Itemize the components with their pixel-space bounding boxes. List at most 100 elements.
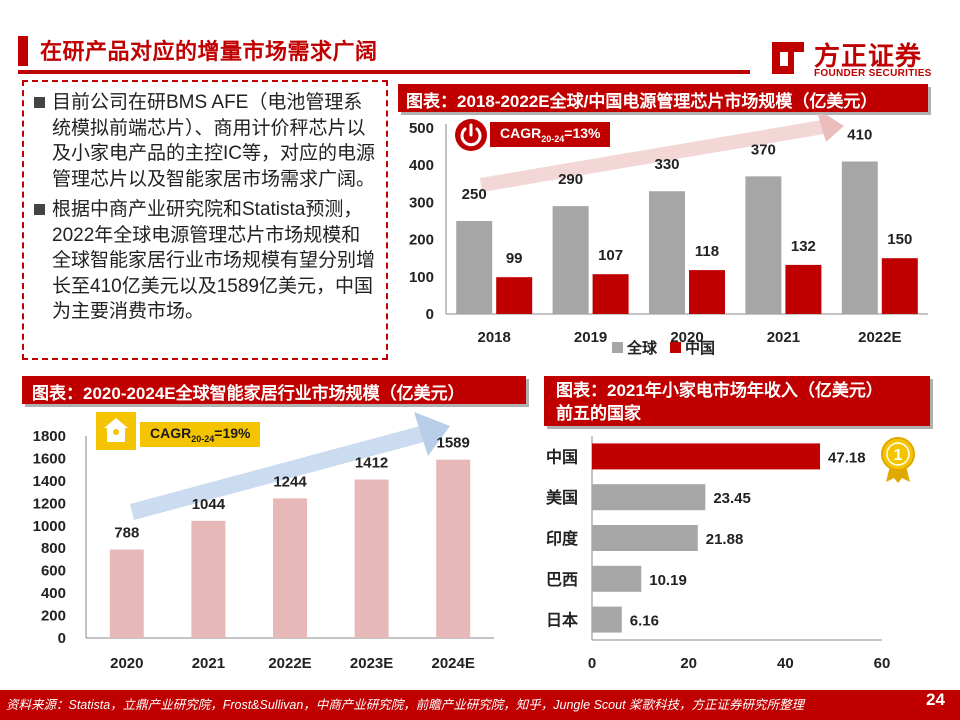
chart1-bar-china bbox=[689, 270, 725, 314]
chart1-bar-china bbox=[592, 274, 629, 314]
chart1-x-tick-label: 2018 bbox=[478, 329, 511, 346]
chart1-data-label: 410 bbox=[847, 126, 872, 143]
chart1-bar-china bbox=[785, 264, 822, 314]
chart1-title: 图表：2018-2022E全球/中国电源管理芯片市场规模（亿美元） bbox=[398, 84, 928, 112]
chart3-title-line1: 图表：2021年小家电市场年收入（亿美元） bbox=[556, 381, 883, 400]
chart2-bar bbox=[273, 498, 307, 638]
chart2-y-tick-label: 1800 bbox=[33, 428, 66, 445]
chart3-x-tick-label: 40 bbox=[777, 655, 794, 672]
first-place-medal-icon: 1 bbox=[881, 437, 915, 483]
chart3-data-label: 10.19 bbox=[649, 572, 687, 589]
chart1-x-tick-label: 2020 bbox=[670, 329, 703, 346]
chart1-legend-label: 全球 bbox=[626, 339, 658, 357]
chart3-x-tick-label: 20 bbox=[680, 655, 697, 672]
chart2-x-tick-label: 2020 bbox=[110, 655, 143, 672]
chart2-y-tick-label: 1200 bbox=[33, 495, 66, 512]
chart3-bar bbox=[592, 443, 821, 470]
chart2-trend-arrow-head bbox=[414, 412, 450, 456]
footer-source: 资料来源：Statista，立鼎产业研究院，Frost&Sullivan，中商产… bbox=[6, 698, 805, 712]
chart2-data-label: 1244 bbox=[273, 473, 307, 490]
chart3-y-tick-label: 巴西 bbox=[546, 571, 578, 589]
chart3-bar bbox=[592, 525, 698, 551]
bullet-item: 根据中商产业研究院和Statista预测，2022年全球电源管理芯片市场规模和全… bbox=[32, 197, 378, 325]
cagr-sub: 20-24 bbox=[191, 433, 215, 444]
chart1-data-label: 107 bbox=[598, 247, 623, 264]
chart1-data-label: 118 bbox=[695, 243, 719, 260]
title-underline bbox=[18, 70, 750, 74]
chart1-x-tick-label: 2019 bbox=[574, 329, 607, 346]
cagr-value: =19% bbox=[214, 425, 251, 441]
chart1-data-label: 290 bbox=[558, 171, 583, 188]
chart3-x-tick-label: 60 bbox=[874, 655, 891, 672]
chart1-legend-swatch bbox=[612, 342, 623, 353]
chart1-trend-arrow bbox=[480, 114, 844, 192]
logo-text-en: FOUNDER SECURITIES bbox=[814, 68, 932, 79]
chart1-trend-arrow-head bbox=[817, 114, 844, 142]
cagr-prefix: CAGR bbox=[500, 125, 542, 141]
page-number: 24 bbox=[926, 690, 945, 709]
chart1-y-tick-label: 100 bbox=[409, 269, 434, 286]
chart2-bar bbox=[191, 520, 226, 638]
chart3-bar bbox=[592, 565, 642, 592]
chart2-data-label: 1044 bbox=[192, 496, 226, 513]
founder-logo-icon bbox=[772, 42, 804, 74]
chart3-bar bbox=[592, 484, 706, 511]
chart2-bar bbox=[109, 549, 144, 638]
chart2-y-tick-label: 600 bbox=[41, 563, 66, 580]
chart3-y-tick-label: 日本 bbox=[546, 611, 578, 630]
chart3-data-label: 6.16 bbox=[630, 613, 659, 630]
chart1-data-label: 150 bbox=[887, 231, 912, 248]
chart1-data-label: 250 bbox=[462, 186, 487, 203]
chart3-y-tick-label: 印度 bbox=[546, 529, 579, 548]
chart1-bar-global bbox=[552, 206, 589, 314]
chart1-data-label: 330 bbox=[654, 156, 679, 173]
chart2-y-tick-label: 800 bbox=[41, 540, 66, 557]
chart2-data-label: 788 bbox=[114, 525, 139, 542]
chart1-data-label: 132 bbox=[791, 238, 816, 255]
chart1-bar-china bbox=[496, 277, 533, 314]
cagr-value: =13% bbox=[564, 125, 601, 141]
chart2-y-tick-label: 1400 bbox=[33, 473, 66, 490]
chart1-bar-global bbox=[841, 161, 878, 314]
chart2-trend-arrow-shaft bbox=[130, 426, 424, 520]
title-accent-bar bbox=[18, 36, 28, 66]
bullet-text: 根据中商产业研究院和Statista预测，2022年全球电源管理芯片市场规模和全… bbox=[52, 199, 376, 322]
chart2-data-label: 1589 bbox=[437, 435, 470, 452]
chart2-x-tick-label: 2022E bbox=[268, 655, 311, 672]
chart3-data-label: 23.45 bbox=[713, 490, 751, 507]
chart3-x-tick-label: 0 bbox=[588, 655, 596, 672]
chart3-y-tick-label: 美国 bbox=[546, 488, 578, 507]
logo-text-cn: 方正证券 bbox=[814, 41, 923, 71]
chart1-data-label: 99 bbox=[506, 250, 523, 267]
chart2-bar bbox=[436, 459, 471, 638]
chart2-y-tick-label: 0 bbox=[58, 630, 66, 647]
chart3-data-label: 21.88 bbox=[706, 531, 744, 548]
chart3-title: 图表：2021年小家电市场年收入（亿美元） 前五的国家 bbox=[544, 376, 930, 426]
chart2-y-tick-label: 400 bbox=[41, 585, 66, 602]
chart3-y-tick-label: 中国 bbox=[546, 447, 578, 466]
chart1-y-tick-label: 200 bbox=[409, 232, 434, 249]
chart3-small-appliance: 0 20 40 60 47.18 中国 23.45 美国 21.88 印度 10.19 巴西 6.16… bbox=[546, 436, 891, 672]
svg-text:1: 1 bbox=[894, 447, 903, 464]
bullet-square-icon bbox=[34, 204, 45, 215]
summary-textbox: 目前公司在研BMS AFE（电池管理系统模拟前端芯片）、商用计价秤芯片以及小家电… bbox=[22, 80, 388, 360]
chart1-trend-arrow-shaft bbox=[480, 120, 824, 192]
chart1-y-tick-label: 300 bbox=[409, 194, 434, 211]
chart1-y-tick-label: 500 bbox=[409, 120, 434, 137]
chart2-data-label: 1412 bbox=[355, 455, 388, 472]
cagr-prefix: CAGR bbox=[150, 425, 192, 441]
chart1-bar-china bbox=[881, 258, 918, 314]
smart-home-icon bbox=[96, 412, 136, 450]
chart1-legend-label: 中国 bbox=[685, 339, 715, 357]
chart1-x-tick-label: 2022E bbox=[858, 329, 901, 346]
chart1-y-tick-label: 0 bbox=[426, 306, 434, 323]
chart2-smart-home: 0 200 400 600 800 1000 1200 1400 1600 1800 788 202… bbox=[33, 412, 494, 672]
chart2-cagr-badge: CAGR20-24=19% bbox=[140, 422, 261, 447]
chart3-title-line2: 前五的国家 bbox=[556, 404, 641, 423]
chart1-bar-global bbox=[456, 221, 493, 314]
chart2-y-tick-label: 200 bbox=[41, 608, 66, 625]
chart1-y-tick-label: 400 bbox=[409, 157, 434, 174]
chart1-data-label: 370 bbox=[751, 141, 776, 158]
power-icon bbox=[455, 119, 487, 151]
chart2-x-tick-label: 2023E bbox=[350, 655, 393, 672]
